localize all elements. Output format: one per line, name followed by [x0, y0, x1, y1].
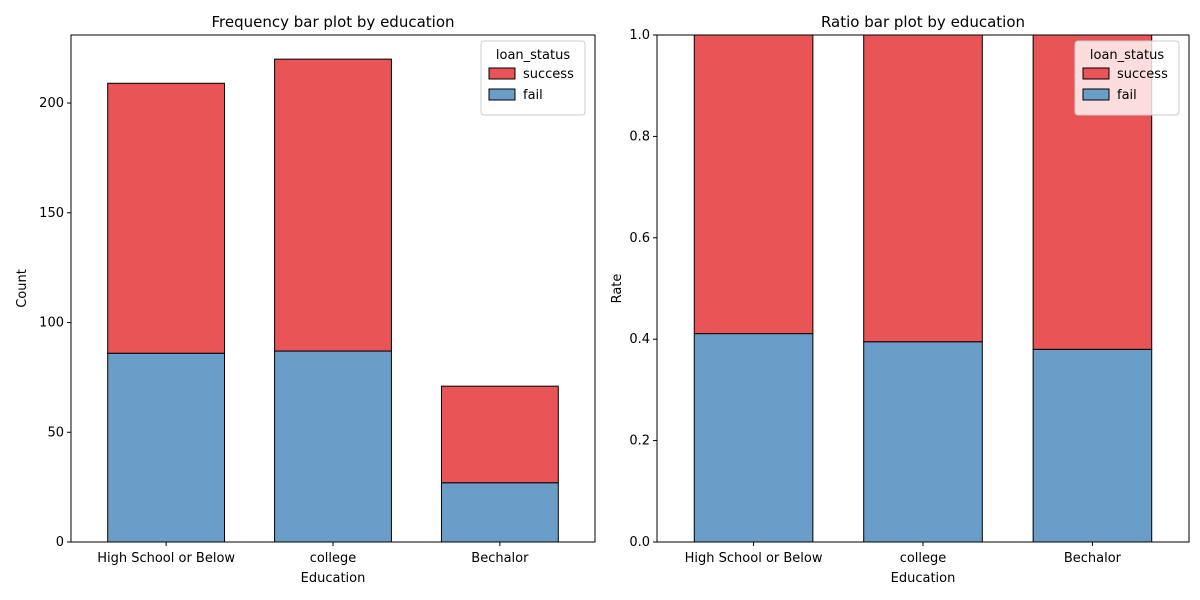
x-tick-label: college [900, 551, 947, 566]
chart-title: Frequency bar plot by education [211, 13, 454, 31]
legend-swatch-success [1082, 67, 1110, 80]
y-tick-label: 1.0 [629, 28, 650, 43]
x-tick-label: High School or Below [685, 551, 823, 566]
legend-title: loan_status [496, 48, 570, 63]
bar-fail-1 [274, 350, 392, 543]
y-tick-label: 0.2 [629, 434, 650, 449]
chart-ratio: 0.0 0.2 0.4 0.6 0.8 1.0 High School or Below co… [610, 13, 1190, 586]
legend-swatch-fail [488, 88, 516, 101]
x-tick-label: college [310, 551, 357, 566]
bar-fail-1 [863, 341, 983, 543]
chart-title: Ratio bar plot by education [821, 13, 1025, 31]
y-axis-label: Count [15, 269, 30, 308]
bar-success-1 [274, 58, 392, 352]
legend-label-fail: fail [523, 88, 543, 103]
x-axis-label: Education [891, 571, 956, 586]
y-tick-label: 150 [39, 206, 64, 221]
x-axis-label: Education [301, 571, 366, 586]
y-tick-label: 0.0 [629, 535, 650, 550]
bar-success-0 [107, 82, 226, 354]
bar-fail-0 [693, 333, 814, 543]
x-tick-label: Bechalor [471, 551, 529, 566]
chart-frequency: 0 50 100 150 200 High School or Below college B… [15, 13, 596, 586]
y-tick-label: 0.8 [629, 129, 650, 144]
legend-label-fail: fail [1117, 88, 1137, 103]
bar-success-0 [693, 34, 814, 335]
y-tick-label: 100 [39, 316, 64, 331]
bar-fail-2 [1032, 348, 1153, 543]
y-axis-label: Rate [610, 274, 625, 304]
legend-label-success: success [1117, 67, 1168, 82]
y-tick-label: 0.4 [629, 332, 650, 347]
bar-fail-0 [107, 352, 226, 543]
y-tick-label: 0 [56, 535, 64, 550]
x-tick-label: High School or Below [97, 551, 235, 566]
y-tick-label: 200 [39, 96, 64, 111]
bar-success-1 [863, 34, 983, 343]
legend-title: loan_status [1090, 48, 1164, 63]
legend-label-success: success [523, 67, 574, 82]
bar-success-2 [440, 385, 559, 484]
y-tick-label: 0.6 [629, 231, 650, 246]
y-tick-label: 50 [47, 425, 64, 440]
legend-swatch-fail [1082, 88, 1110, 101]
x-tick-label: Bechalor [1064, 551, 1122, 566]
bar-fail-2 [440, 482, 559, 543]
legend-swatch-success [488, 67, 516, 80]
